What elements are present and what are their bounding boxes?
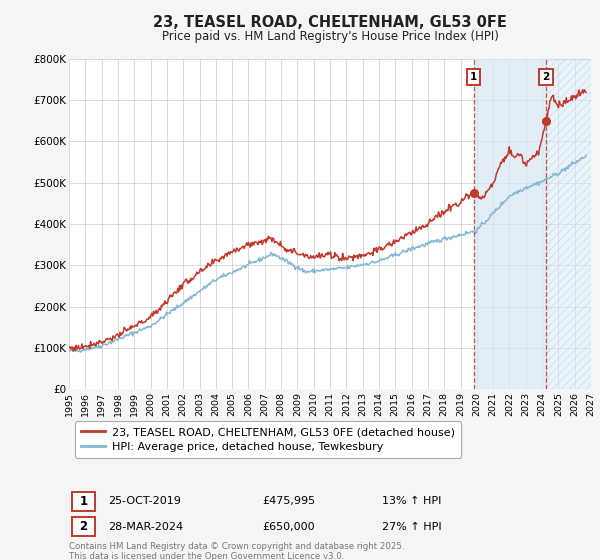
FancyBboxPatch shape (71, 517, 95, 536)
Bar (474, 59, 546, 389)
Text: 2: 2 (542, 72, 550, 82)
Text: Contains HM Land Registry data © Crown copyright and database right 2025.
This d: Contains HM Land Registry data © Crown c… (69, 542, 404, 560)
Text: 25-OCT-2019: 25-OCT-2019 (108, 496, 181, 506)
Text: 23, TEASEL ROAD, CHELTENHAM, GL53 0FE: 23, TEASEL ROAD, CHELTENHAM, GL53 0FE (153, 15, 507, 30)
Text: 27% ↑ HPI: 27% ↑ HPI (382, 521, 442, 531)
Text: Price paid vs. HM Land Registry's House Price Index (HPI): Price paid vs. HM Land Registry's House … (161, 30, 499, 43)
FancyBboxPatch shape (71, 492, 95, 511)
Legend: 23, TEASEL ROAD, CHELTENHAM, GL53 0FE (detached house), HPI: Average price, deta: 23, TEASEL ROAD, CHELTENHAM, GL53 0FE (d… (74, 421, 461, 458)
Text: 2: 2 (79, 520, 88, 533)
Text: 13% ↑ HPI: 13% ↑ HPI (382, 496, 442, 506)
Text: 1: 1 (470, 72, 478, 82)
Text: 1: 1 (79, 495, 88, 508)
Bar (546, 59, 591, 389)
Text: £650,000: £650,000 (262, 521, 315, 531)
Text: 28-MAR-2024: 28-MAR-2024 (108, 521, 183, 531)
Text: £475,995: £475,995 (262, 496, 315, 506)
